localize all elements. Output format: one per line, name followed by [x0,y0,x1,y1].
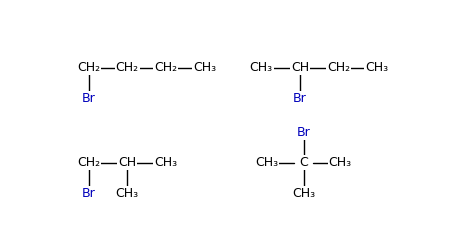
Text: CH₂: CH₂ [77,156,100,169]
Text: CH₃: CH₃ [292,187,315,200]
Text: Br: Br [297,126,310,139]
Text: CH₃: CH₃ [365,61,389,74]
Text: CH₂: CH₂ [327,61,350,74]
Text: Br: Br [82,92,96,105]
Text: CH: CH [291,61,309,74]
Text: CH₃: CH₃ [193,61,216,74]
Text: CH₂: CH₂ [77,61,100,74]
Text: C: C [299,156,308,169]
Text: CH₃: CH₃ [116,187,139,200]
Text: CH₂: CH₂ [154,61,177,74]
Text: CH₃: CH₃ [255,156,278,169]
Text: CH₂: CH₂ [116,61,139,74]
Text: CH: CH [118,156,136,169]
Text: CH₃: CH₃ [328,156,352,169]
Text: CH₃: CH₃ [250,61,273,74]
Text: Br: Br [82,187,96,200]
Text: Br: Br [293,92,307,105]
Text: CH₃: CH₃ [154,156,177,169]
